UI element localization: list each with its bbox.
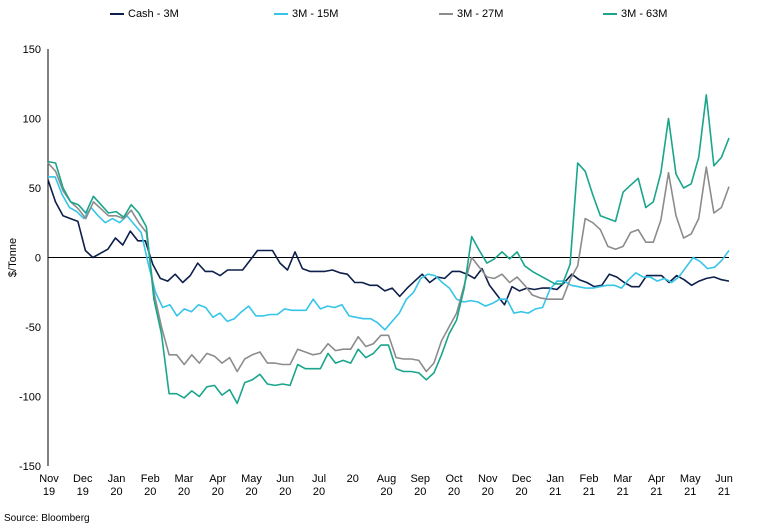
y-tick-label: 150 [23, 44, 41, 56]
y-tick-label: -50 [25, 322, 41, 334]
legend-item-3m-63m: 3M - 63M [603, 8, 667, 20]
x-tick-label: Jun 21 [715, 473, 733, 498]
x-tick-label: May 21 [680, 473, 701, 498]
x-tick-label: Jun 20 [276, 473, 294, 498]
x-tick-label: 20 [347, 473, 359, 485]
x-tick-label: Jan 21 [546, 473, 564, 498]
x-tick-label: Feb 20 [141, 473, 160, 498]
x-tick-label: May 20 [241, 473, 262, 498]
series-line-3m-63m [47, 94, 730, 405]
x-tick-label: Jan 20 [108, 473, 126, 498]
x-tick-label: Feb 21 [580, 473, 599, 498]
legend: Cash - 3M 3M - 15M 3M - 27M 3M - 63M [0, 8, 770, 28]
x-tick-label: Apr 20 [209, 473, 226, 498]
legend-label: 3M - 15M [292, 8, 339, 20]
series-line-3m-27m [47, 162, 730, 373]
y-tick-label: 50 [29, 183, 41, 195]
x-tick-label: Dec 19 [73, 473, 93, 498]
x-tick-label: Sep 20 [410, 473, 430, 498]
series-line-3m-15m [48, 176, 730, 331]
x-tick-label: Dec 20 [512, 473, 532, 498]
x-tick-label: Apr 21 [648, 473, 665, 498]
legend-swatch [603, 13, 617, 15]
legend-label: Cash - 3M [128, 8, 179, 20]
legend-swatch [274, 13, 288, 15]
legend-item-3m-15m: 3M - 15M [274, 8, 338, 20]
y-tick-label: -150 [19, 461, 41, 473]
y-axis-title: $/Tonne [7, 238, 19, 277]
legend-swatch [110, 13, 124, 15]
series-line-cash-3m [47, 179, 730, 306]
x-tick-label: Mar 21 [613, 473, 632, 498]
y-tick-label: 100 [23, 114, 41, 126]
source-note: Source: Bloomberg [4, 513, 90, 524]
x-tick-label: Oct 20 [445, 473, 462, 498]
x-tick-label: Aug 20 [377, 473, 397, 498]
y-tick-label: 0 [35, 253, 41, 265]
legend-swatch [439, 13, 453, 15]
x-tick-label: Nov 19 [39, 473, 59, 498]
x-tick-label: Jul 20 [312, 473, 326, 498]
x-tick-label: Mar 20 [175, 473, 194, 498]
legend-item-cash-3m: Cash - 3M [110, 8, 179, 20]
legend-label: 3M - 27M [457, 8, 504, 20]
legend-label: 3M - 63M [621, 8, 668, 20]
legend-item-3m-27m: 3M - 27M [439, 8, 503, 20]
y-tick-label: -100 [19, 392, 41, 404]
x-tick-label: Nov 20 [478, 473, 498, 498]
